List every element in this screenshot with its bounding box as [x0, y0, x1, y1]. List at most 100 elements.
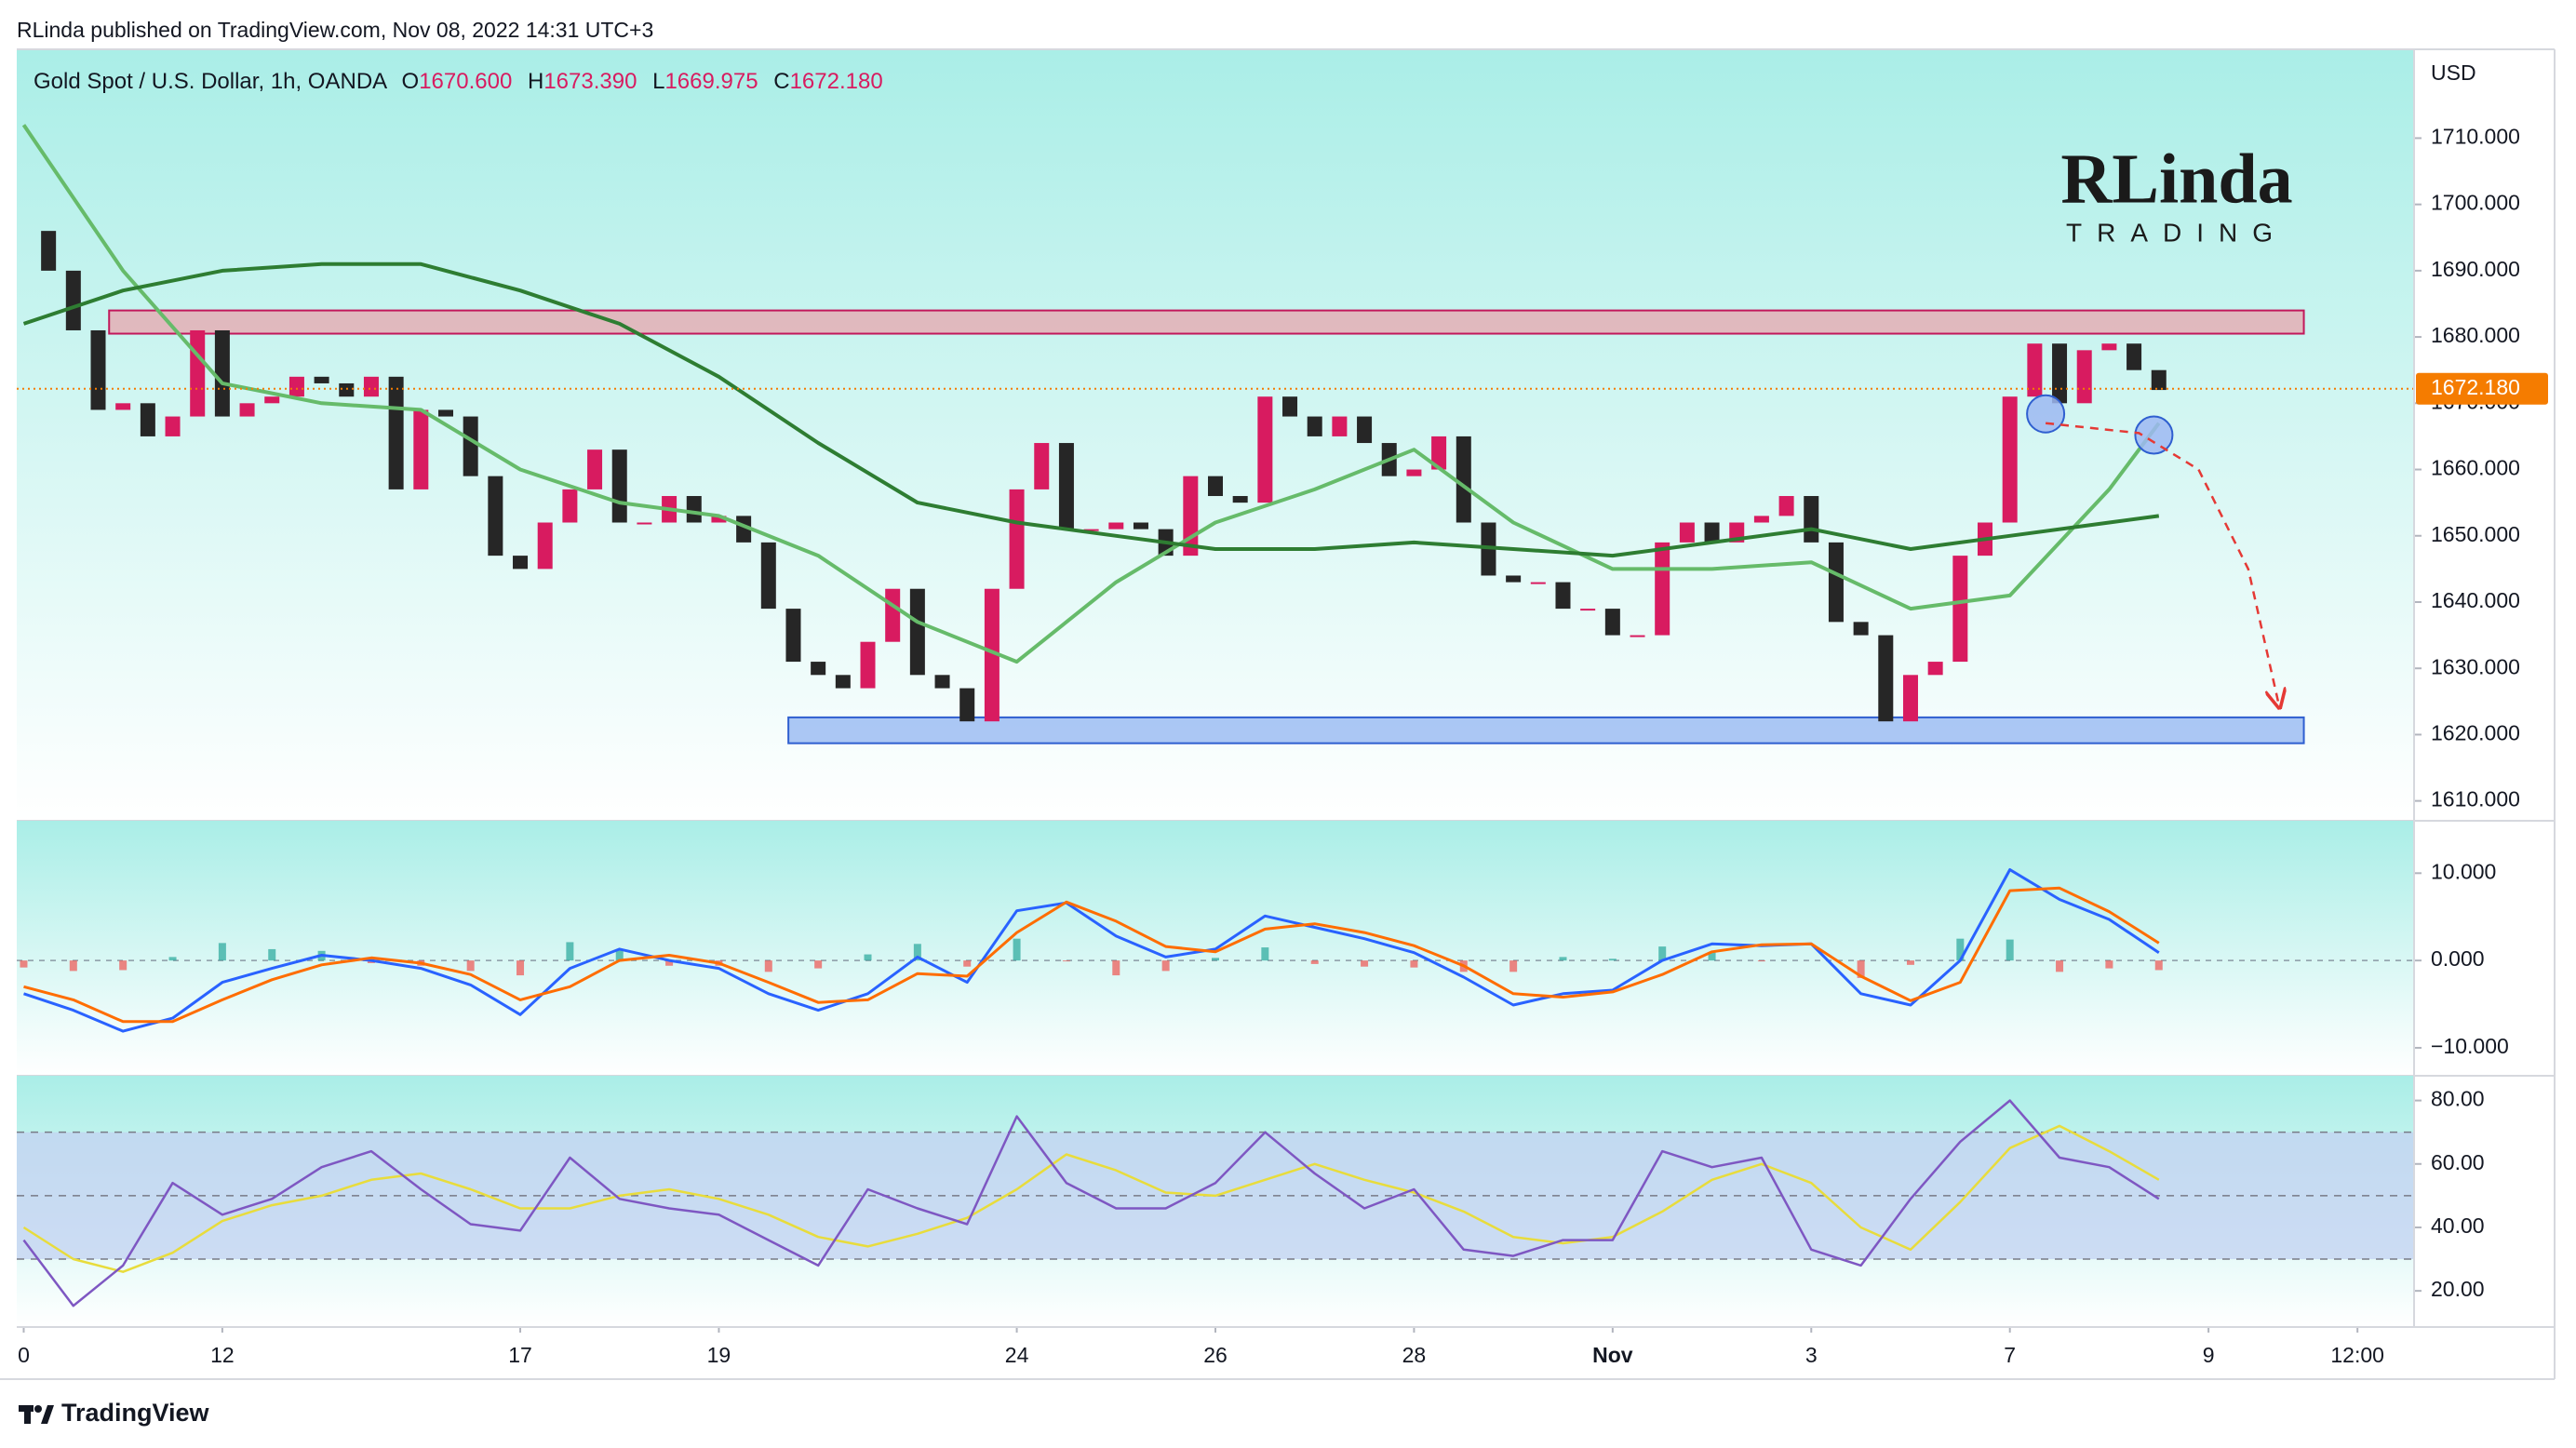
candle — [1133, 522, 1148, 530]
candle — [1952, 556, 1968, 663]
candle — [811, 662, 826, 676]
candle — [1804, 496, 1819, 543]
histogram-bar — [1906, 960, 1914, 965]
candle — [1058, 443, 1074, 530]
candle — [1828, 542, 1844, 623]
candle — [90, 329, 106, 410]
candle — [288, 376, 304, 397]
candle — [562, 489, 578, 523]
candle — [860, 641, 876, 689]
candle — [1753, 516, 1769, 523]
y-tick-label: 1620.000 — [2431, 720, 2520, 744]
candle — [363, 376, 379, 397]
candle — [934, 675, 950, 689]
candle — [264, 396, 280, 404]
y-tick-label: 1660.000 — [2431, 456, 2520, 480]
candle — [1456, 436, 1471, 523]
candle — [165, 416, 181, 436]
pane: 80.00 60.00 40.00 20.00 0 12 17 19 24 26 28 Nov 3 7 9 1… — [17, 1076, 2555, 1367]
histogram-bar — [2056, 960, 2064, 972]
candle — [388, 376, 404, 489]
pane: 1610.000 1620.000 1630.000 1640.000 1650.000… — [17, 49, 2555, 822]
histogram-bar — [1112, 960, 1120, 976]
histogram-bar — [814, 960, 823, 969]
candle — [2002, 396, 2018, 523]
logo-bottom: TRADING — [2066, 218, 2288, 247]
candle — [239, 403, 255, 417]
histogram-bar — [1261, 947, 1269, 961]
symbol-title: Gold Spot / U.S. Dollar, 1h, OANDA — [34, 69, 387, 94]
y-tick-label: 40.00 — [2431, 1213, 2485, 1238]
candle — [1530, 582, 1546, 584]
histogram-bar — [1013, 938, 1021, 961]
candle — [711, 516, 727, 523]
moving-average — [21, 124, 2161, 664]
histogram-bar — [69, 960, 77, 972]
ohlc-value: 1669.975 — [664, 69, 758, 94]
marker-circle — [2134, 415, 2174, 455]
candle — [1853, 622, 1869, 636]
histogram-bar — [1310, 960, 1319, 964]
indicator-line — [23, 886, 2160, 1024]
y-tick-label: 1680.000 — [2431, 323, 2520, 347]
last-price-box — [2416, 372, 2548, 405]
histogram-bar — [119, 960, 127, 971]
currency-label: USD — [2431, 60, 2476, 85]
candle — [984, 588, 1000, 722]
histogram-bar — [1658, 946, 1667, 961]
candle — [115, 403, 131, 410]
candle — [885, 588, 901, 642]
ohlc-key: O — [402, 69, 420, 94]
candle — [2076, 350, 2092, 404]
candle — [1108, 522, 1124, 530]
histogram-bar — [1212, 958, 1219, 961]
y-tick-label: −10.000 — [2431, 1034, 2509, 1058]
candle — [1902, 675, 1918, 722]
candle — [463, 416, 478, 476]
x-tick-label: 17 — [508, 1343, 532, 1367]
x-tick-label: 19 — [707, 1343, 731, 1367]
candle — [760, 542, 776, 610]
candle — [1307, 416, 1322, 436]
candle — [437, 409, 453, 417]
histogram-bar — [963, 960, 972, 967]
y-tick-label: 1640.000 — [2431, 588, 2520, 612]
candle — [686, 496, 702, 523]
x-tick-label: Nov — [1592, 1343, 1633, 1367]
x-tick-label: 24 — [1005, 1343, 1029, 1367]
candle — [1232, 496, 1248, 503]
histogram-bar — [1062, 960, 1070, 962]
candle — [314, 376, 329, 383]
pane: 10.000 0.000 −10.000 — [17, 821, 2555, 1077]
last-price-label: 1672.180 — [2431, 375, 2520, 399]
candle — [2101, 343, 2117, 351]
candle — [1257, 396, 1273, 503]
histogram-bar — [1509, 960, 1518, 972]
histogram-bar — [1857, 960, 1865, 978]
histogram-bar — [466, 960, 475, 972]
y-tick-label: 1610.000 — [2431, 787, 2520, 811]
y-tick-label: 80.00 — [2431, 1087, 2485, 1111]
candle — [2127, 343, 2142, 370]
ohlc-key: C — [773, 69, 789, 94]
candle — [1009, 489, 1025, 589]
candle — [1332, 416, 1348, 436]
histogram-bar — [268, 948, 276, 961]
candle — [1630, 635, 1645, 637]
price-zone — [108, 309, 2305, 335]
y-tick-label: 1710.000 — [2431, 125, 2520, 149]
histogram-bar — [864, 954, 872, 961]
ohlc-value: 1670.600 — [419, 69, 512, 94]
y-tick-label: 20.00 — [2431, 1277, 2485, 1301]
candle — [1555, 582, 1571, 610]
histogram-bar — [2105, 960, 2113, 969]
candle — [1207, 476, 1224, 497]
y-tick-label: 1700.000 — [2431, 191, 2520, 215]
candle — [214, 329, 230, 417]
indicator-line — [22, 1124, 2160, 1273]
candle — [587, 449, 603, 489]
ohlc-value: 1673.390 — [543, 69, 637, 94]
histogram-bar — [913, 944, 921, 961]
y-tick-label: 1690.000 — [2431, 257, 2520, 281]
candle — [1282, 396, 1298, 417]
